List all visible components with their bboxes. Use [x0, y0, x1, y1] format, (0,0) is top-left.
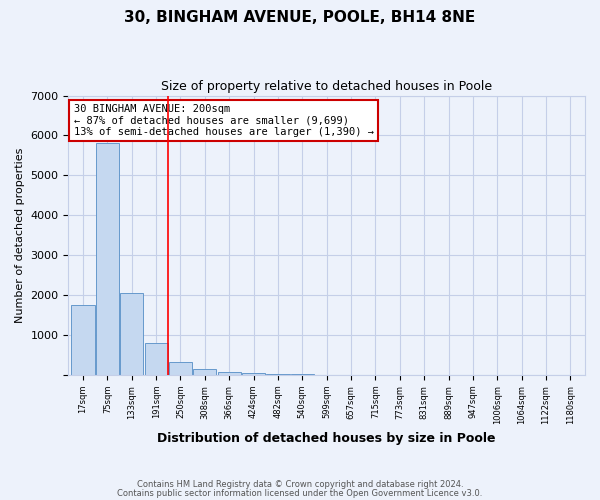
Bar	[120, 293, 143, 375]
Y-axis label: Number of detached properties: Number of detached properties	[15, 148, 25, 323]
Bar	[71, 305, 95, 375]
Bar	[169, 362, 192, 375]
X-axis label: Distribution of detached houses by size in Poole: Distribution of detached houses by size …	[157, 432, 496, 445]
Text: 30, BINGHAM AVENUE, POOLE, BH14 8NE: 30, BINGHAM AVENUE, POOLE, BH14 8NE	[124, 10, 476, 25]
Bar	[145, 343, 168, 375]
Text: Contains HM Land Registry data © Crown copyright and database right 2024.: Contains HM Land Registry data © Crown c…	[137, 480, 463, 489]
Title: Size of property relative to detached houses in Poole: Size of property relative to detached ho…	[161, 80, 492, 93]
Bar	[193, 369, 217, 375]
Bar	[291, 374, 314, 375]
Text: Contains public sector information licensed under the Open Government Licence v3: Contains public sector information licen…	[118, 490, 482, 498]
Bar	[266, 374, 290, 375]
Bar	[218, 372, 241, 375]
Bar	[96, 144, 119, 375]
Text: 30 BINGHAM AVENUE: 200sqm
← 87% of detached houses are smaller (9,699)
13% of se: 30 BINGHAM AVENUE: 200sqm ← 87% of detac…	[74, 104, 374, 137]
Bar	[242, 373, 265, 375]
